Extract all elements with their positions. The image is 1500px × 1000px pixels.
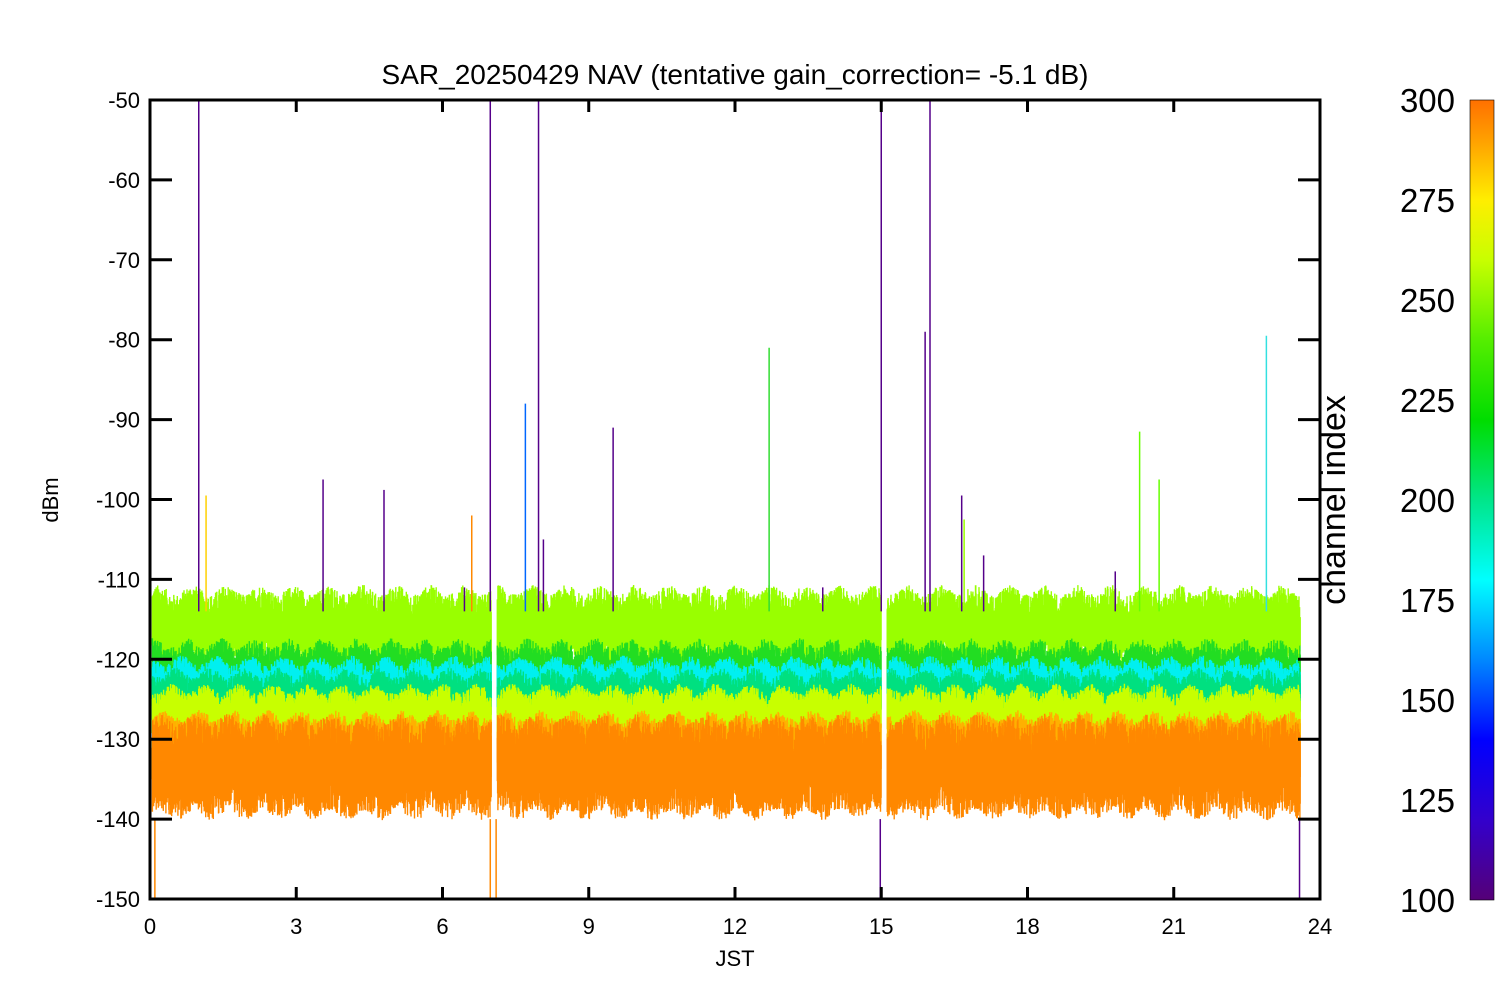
y-tick-label: -60 [108, 168, 140, 193]
y-tick-label: -120 [96, 647, 140, 672]
y-axis-label: dBm [38, 477, 63, 522]
colorbar-tick-label: 225 [1400, 382, 1455, 419]
x-tick-label: 18 [1015, 914, 1039, 939]
colorbar-axis-label: channel index [1315, 395, 1353, 605]
y-tick-label: -150 [96, 887, 140, 912]
colorbar-tick-label: 300 [1400, 82, 1455, 119]
noise-band [151, 585, 1301, 670]
y-tick-label: -80 [108, 328, 140, 353]
x-axis: 0 3 6 9 12 15 18 21 24 [144, 100, 1332, 939]
x-tick-label: 6 [436, 914, 448, 939]
noise-band-strokes [151, 713, 1301, 821]
x-tick-label: 9 [583, 914, 595, 939]
x-tick-label: 21 [1162, 914, 1186, 939]
x-axis-label: JST [715, 946, 754, 971]
noise-band-strokes [151, 585, 1301, 670]
y-tick-label: -90 [108, 408, 140, 433]
y-tick-label: -110 [98, 567, 140, 592]
y-axis: -50 -60 -70 -80 -90 -100 -110 -120 -130 -140 -150 [96, 88, 1320, 912]
x-tick-label: 0 [144, 914, 156, 939]
x-tick-label: 12 [723, 914, 747, 939]
colorbar-tick-label: 150 [1400, 682, 1455, 719]
colorbar-ticks: 300 275 250 225 200 175 150 125 100 [1400, 82, 1455, 919]
x-tick-label: 24 [1308, 914, 1332, 939]
y-tick-label: -50 [108, 88, 140, 113]
plot-area [151, 100, 1301, 899]
colorbar-tick-label: 200 [1400, 482, 1455, 519]
noise-band [151, 713, 1301, 821]
colorbar-tick-label: 100 [1400, 882, 1455, 919]
noise-bands [151, 585, 1301, 821]
y-tick-label: -130 [96, 727, 140, 752]
y-tick-label: -140 [96, 807, 140, 832]
y-tick-label: -70 [108, 248, 140, 273]
colorbar [1469, 99, 1495, 901]
chart-title: SAR_20250429 NAV (tentative gain_correct… [382, 59, 1089, 90]
x-tick-label: 3 [290, 914, 302, 939]
colorbar-tick-label: 275 [1400, 182, 1455, 219]
y-tick-label: -100 [96, 488, 140, 513]
colorbar-tick-label: 250 [1400, 282, 1455, 319]
x-tick-label: 15 [869, 914, 893, 939]
signal-spikes [154, 100, 1301, 899]
colorbar-tick-label: 175 [1400, 582, 1455, 619]
colorbar-tick-label: 125 [1400, 782, 1455, 819]
